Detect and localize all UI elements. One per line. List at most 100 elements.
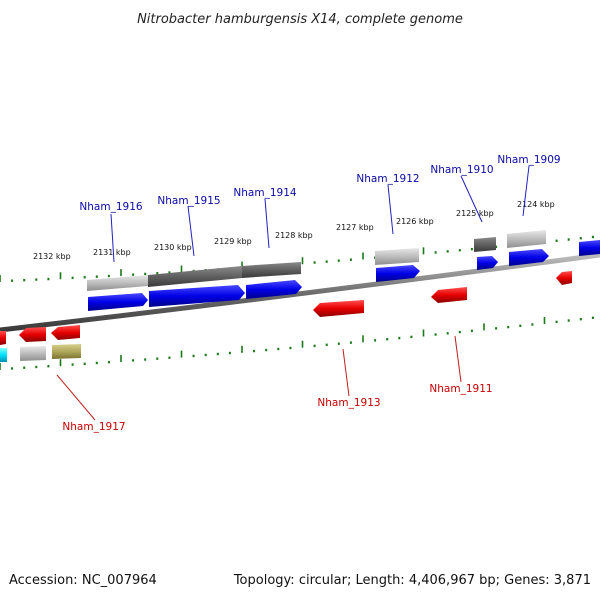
ruler-label-2129: 2129 kbp <box>214 237 252 246</box>
feature-bar-light[interactable] <box>375 248 419 265</box>
genome-summary: Topology: circular; Length: 4,406,967 bp… <box>233 573 591 588</box>
genes-value: 3,871 <box>553 573 591 588</box>
ruler-minor-tick <box>132 273 135 276</box>
feature-bar-dark[interactable] <box>474 237 496 252</box>
ruler-label-2127: 2127 kbp <box>336 223 374 232</box>
gene-label-nham-1917[interactable]: Nham_1917 <box>62 421 125 433</box>
ruler-major-tick <box>241 345 243 353</box>
reverse-strand-genes <box>0 271 572 345</box>
gene-arrow-nham-1909[interactable] <box>509 249 549 266</box>
ruler-minor-tick <box>83 362 86 365</box>
ruler-minor-tick <box>458 330 461 334</box>
ruler-major-tick <box>362 252 364 260</box>
ruler-major-tick <box>301 257 304 265</box>
ruler-minor-tick <box>23 278 26 282</box>
ruler-minor-tick <box>579 237 582 240</box>
ruler-major-tick <box>543 316 546 324</box>
ruler-minor-tick <box>253 349 256 353</box>
gene-label-nham-1909[interactable]: Nham_1909 <box>497 154 560 166</box>
feature-bar-olive[interactable] <box>52 344 81 359</box>
ruler-minor-tick <box>168 356 171 359</box>
ruler-major-tick <box>362 335 364 343</box>
ruler-major-tick <box>59 359 62 367</box>
ruler-minor-tick <box>47 277 50 281</box>
accession-label: Accession: <box>9 573 78 588</box>
length-value: 4,406,967 bp <box>408 573 496 588</box>
label-connectors <box>56 165 530 421</box>
gene-arrow-nham-1913[interactable] <box>313 300 364 317</box>
gene-arrow-reverse[interactable] <box>51 325 80 340</box>
gene-label-nham-1914[interactable]: Nham_1914 <box>233 187 296 199</box>
gene-label-nham-1912[interactable]: Nham_1912 <box>356 173 419 185</box>
ruler-minor-tick <box>265 348 268 352</box>
ruler-label-2128: 2128 kbp <box>275 231 313 240</box>
gene-arrow-nham-1917[interactable] <box>19 327 46 342</box>
topology-label: Topology: <box>233 573 295 588</box>
ruler-label-2124: 2124 kbp <box>517 200 555 209</box>
ruler-minor-tick <box>47 364 50 368</box>
ruler-minor-tick <box>107 274 110 278</box>
gene-label-nham-1913[interactable]: Nham_1913 <box>317 397 380 409</box>
ruler-minor-tick <box>168 271 171 274</box>
ruler-minor-tick <box>325 343 328 346</box>
feature-bar-dark[interactable] <box>242 262 301 278</box>
ruler-minor-tick <box>132 359 135 362</box>
ruler-minor-tick <box>458 249 461 252</box>
ruler-minor-tick <box>567 238 570 241</box>
ruler-minor-tick <box>277 347 280 351</box>
ruler-major-tick <box>180 265 183 273</box>
gene-arrow-reverse[interactable] <box>556 271 572 285</box>
feature-bar-light[interactable] <box>87 275 148 291</box>
ruler-labels: 2132 kbp 2131 kbp 2130 kbp 2129 kbp 2128… <box>33 200 555 261</box>
ruler-minor-tick <box>446 250 449 253</box>
gene-label-nham-1915[interactable]: Nham_1915 <box>157 195 220 207</box>
genome-backbone <box>0 252 600 333</box>
gene-label-nham-1911[interactable]: Nham_1911 <box>429 383 492 395</box>
map-title: Nitrobacter hamburgensis X14, complete g… <box>137 12 463 27</box>
ruler-minor-tick <box>410 335 413 339</box>
gene-arrow-nham-1916[interactable] <box>88 293 148 311</box>
ruler-minor-tick <box>434 251 437 254</box>
ruler-minor-tick <box>349 341 352 344</box>
ruler-minor-tick <box>434 333 437 336</box>
feature-bar-light[interactable] <box>507 230 546 248</box>
ruler-minor-tick <box>495 327 498 330</box>
ruler-minor-tick <box>374 339 377 342</box>
homology-track-forward <box>87 230 546 291</box>
gene-arrow-nham-1911[interactable] <box>431 287 467 303</box>
gene-arrow-nham-1914[interactable] <box>246 280 302 299</box>
ruler-minor-tick <box>446 332 449 335</box>
gene-arrow-partial[interactable] <box>0 331 6 345</box>
ruler-minor-tick <box>83 276 86 279</box>
feature-bar-dark[interactable] <box>148 266 242 287</box>
gene-arrow-nham-1915[interactable] <box>149 285 245 307</box>
topology-value: circular <box>298 573 347 588</box>
ruler-major-tick <box>422 247 425 255</box>
ruler-minor-tick <box>519 324 522 327</box>
ruler-minor-tick <box>107 360 110 364</box>
ruler-minor-tick <box>591 235 594 239</box>
feature-bar-cyan[interactable] <box>0 348 7 362</box>
gene-label-nham-1916[interactable]: Nham_1916 <box>79 201 142 213</box>
ruler-label-2125: 2125 kbp <box>456 209 494 218</box>
gene-labels: Nham_1916 Nham_1915 Nham_1914 Nham_1912 … <box>62 154 560 433</box>
ruler-minor-tick <box>495 245 498 249</box>
ruler-major-tick <box>483 323 485 331</box>
gene-arrow-partial[interactable] <box>579 240 600 256</box>
accession-value: NC_007964 <box>81 573 157 588</box>
ruler-label-2131: 2131 kbp <box>93 248 131 257</box>
feature-bar-light[interactable] <box>20 346 46 361</box>
gene-arrow-nham-1910[interactable] <box>477 256 498 270</box>
ruler-minor-tick <box>507 325 510 329</box>
gene-arrow-nham-1912[interactable] <box>376 265 420 282</box>
ruler-minor-tick <box>156 272 159 275</box>
gene-label-nham-1910[interactable]: Nham_1910 <box>430 164 493 176</box>
genes-label: Genes: <box>504 573 550 588</box>
ruler-minor-tick <box>386 338 389 341</box>
ruler-minor-tick <box>555 320 558 324</box>
ruler-minor-tick <box>23 366 26 369</box>
ruler-minor-tick <box>95 275 98 278</box>
ruler-minor-tick <box>470 329 473 333</box>
ruler-minor-tick <box>216 352 219 356</box>
